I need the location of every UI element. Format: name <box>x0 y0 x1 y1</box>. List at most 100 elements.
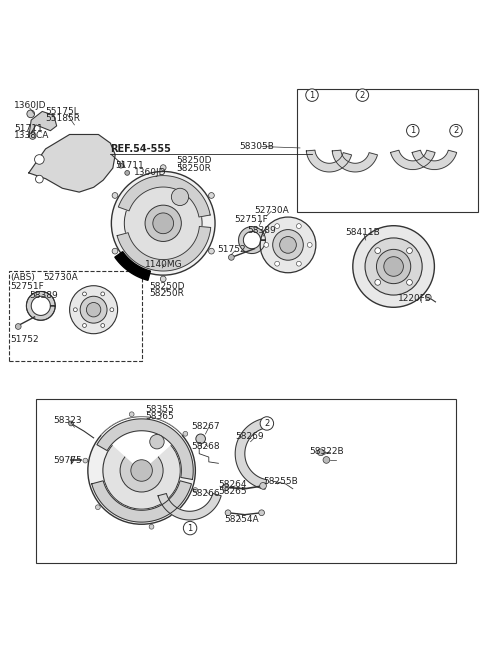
Circle shape <box>208 193 214 199</box>
Circle shape <box>323 456 330 463</box>
Text: 1338CA: 1338CA <box>14 131 50 140</box>
Circle shape <box>131 460 152 481</box>
Circle shape <box>83 292 86 296</box>
Circle shape <box>125 170 130 175</box>
Circle shape <box>150 434 164 449</box>
Polygon shape <box>158 494 221 520</box>
Circle shape <box>375 247 381 253</box>
Polygon shape <box>97 419 193 479</box>
Text: 59775: 59775 <box>53 456 82 466</box>
Bar <box>297 89 478 212</box>
Text: 58255B: 58255B <box>263 477 298 486</box>
Text: 58266: 58266 <box>191 489 220 498</box>
Polygon shape <box>29 135 115 192</box>
Text: REF.54-555: REF.54-555 <box>110 144 171 154</box>
Circle shape <box>193 488 198 492</box>
Circle shape <box>110 308 114 311</box>
Circle shape <box>153 213 174 234</box>
Circle shape <box>160 276 166 282</box>
Circle shape <box>101 292 105 296</box>
Circle shape <box>273 230 303 260</box>
Circle shape <box>101 324 105 327</box>
Circle shape <box>280 236 296 253</box>
Text: 55185R: 55185R <box>46 114 81 123</box>
Text: 58355: 58355 <box>145 405 174 413</box>
Text: 51711: 51711 <box>14 124 43 133</box>
Polygon shape <box>412 150 456 170</box>
Circle shape <box>103 432 180 509</box>
Text: 58389: 58389 <box>248 226 276 235</box>
Circle shape <box>70 286 118 334</box>
Text: 58411B: 58411B <box>346 229 380 238</box>
Polygon shape <box>391 150 435 170</box>
Circle shape <box>196 434 205 443</box>
Text: 58250R: 58250R <box>149 289 184 298</box>
Circle shape <box>407 279 412 285</box>
Circle shape <box>112 248 118 254</box>
Text: 52730A: 52730A <box>254 206 289 215</box>
Circle shape <box>96 505 100 509</box>
Text: 52751F: 52751F <box>11 282 44 291</box>
Circle shape <box>119 163 123 168</box>
Circle shape <box>317 449 324 456</box>
Text: 58250R: 58250R <box>177 164 212 172</box>
Text: 1360JD: 1360JD <box>14 101 47 110</box>
Text: 58305B: 58305B <box>239 142 274 151</box>
Polygon shape <box>332 150 377 172</box>
Polygon shape <box>235 419 266 489</box>
Circle shape <box>259 510 264 516</box>
Circle shape <box>425 295 431 300</box>
Text: 58389: 58389 <box>30 291 59 300</box>
Text: 1360JD: 1360JD <box>134 168 167 178</box>
Circle shape <box>145 205 181 242</box>
Circle shape <box>86 302 101 317</box>
Circle shape <box>307 242 312 247</box>
Text: 58250D: 58250D <box>177 157 212 165</box>
Circle shape <box>208 248 214 254</box>
Text: 1220FS: 1220FS <box>398 294 432 303</box>
Text: (ABS): (ABS) <box>11 272 36 281</box>
Circle shape <box>275 224 279 229</box>
Circle shape <box>260 417 274 430</box>
Circle shape <box>124 184 202 263</box>
Text: 51752: 51752 <box>217 245 246 254</box>
Circle shape <box>129 412 134 417</box>
Text: 51711: 51711 <box>115 161 144 170</box>
Circle shape <box>111 172 215 275</box>
Circle shape <box>297 224 301 229</box>
Polygon shape <box>26 291 55 320</box>
Text: 58365: 58365 <box>145 412 174 421</box>
Circle shape <box>69 421 73 426</box>
Text: 58264: 58264 <box>218 481 247 489</box>
Text: 52751F: 52751F <box>234 215 268 225</box>
Circle shape <box>80 296 107 323</box>
Circle shape <box>149 524 154 529</box>
Circle shape <box>36 175 43 183</box>
Text: 2: 2 <box>454 126 458 135</box>
Circle shape <box>365 238 422 295</box>
Circle shape <box>264 242 269 247</box>
Circle shape <box>375 279 381 285</box>
Circle shape <box>228 255 234 261</box>
Text: 1: 1 <box>310 91 314 100</box>
Polygon shape <box>119 176 210 217</box>
Text: 52730A: 52730A <box>43 272 78 281</box>
Polygon shape <box>306 150 351 172</box>
Bar <box>9 271 142 361</box>
Text: 55175L: 55175L <box>46 107 79 116</box>
Text: 51752: 51752 <box>11 336 39 344</box>
Circle shape <box>183 432 188 436</box>
Circle shape <box>407 247 412 253</box>
Text: 1: 1 <box>410 126 415 135</box>
Circle shape <box>35 155 44 165</box>
Circle shape <box>15 324 21 329</box>
Text: 58323: 58323 <box>53 415 82 424</box>
Polygon shape <box>29 112 57 137</box>
Circle shape <box>120 449 163 492</box>
Text: 58265: 58265 <box>218 486 247 496</box>
Polygon shape <box>115 251 150 280</box>
Circle shape <box>384 257 403 276</box>
Circle shape <box>306 89 318 101</box>
Circle shape <box>88 417 195 524</box>
Text: 2: 2 <box>360 91 365 100</box>
